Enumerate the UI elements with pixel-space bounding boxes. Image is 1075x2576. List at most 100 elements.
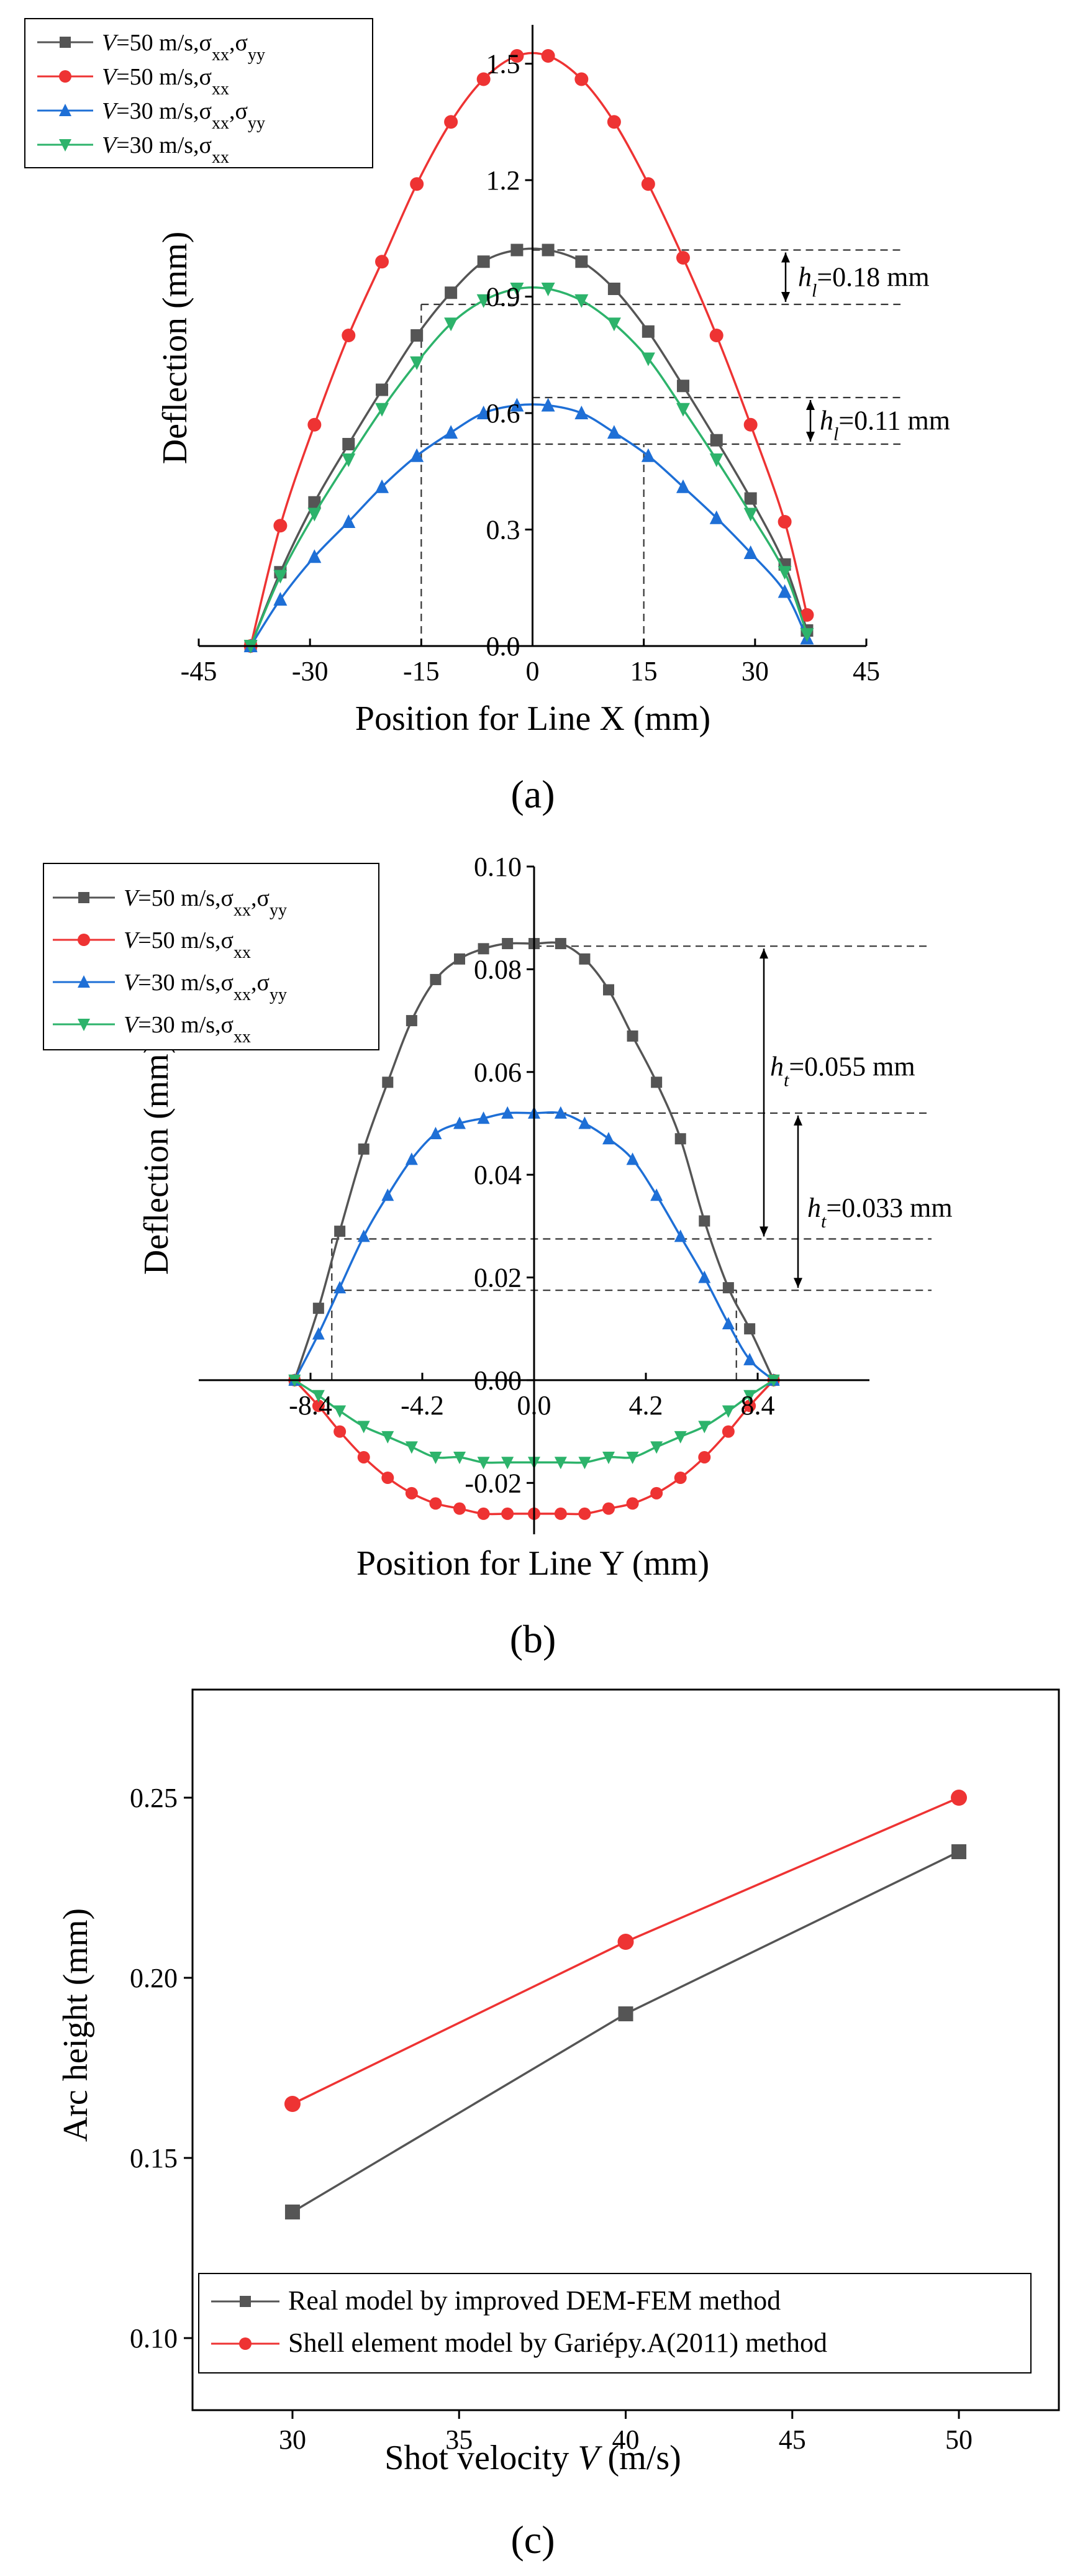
- b-series-point-3: [429, 1451, 442, 1464]
- a-y-axis-label: Deflection (mm): [156, 232, 194, 465]
- b-series-point-1: [357, 1450, 370, 1463]
- a-series-point-1: [273, 519, 288, 533]
- c-axes: 30 35 40 45 50 0.10 0.15 0.20 0.25: [130, 1688, 1060, 2455]
- b-series-point-3: [453, 1451, 466, 1464]
- a-series-point-1: [307, 417, 322, 432]
- a-series-point-3: [476, 294, 491, 308]
- b-series-point-3: [554, 1457, 567, 1470]
- a-series-line-1: [249, 52, 809, 647]
- a-0-legend-marker: [60, 37, 71, 48]
- a-series-point-1: [778, 515, 792, 529]
- c-1-legend-label: Shell element model by Gariépy.A(2011) m…: [288, 2328, 827, 2358]
- a-1-legend-marker: [59, 70, 71, 83]
- b-series-point-1: [602, 1502, 615, 1515]
- c-x-tick-label: 40: [612, 2424, 640, 2455]
- b-series-point-0: [555, 938, 566, 950]
- panel-a: -45 -30 -15 0 15 30 45 0.0 0.3 0.6 0.9 1.2 1.5 Posit…: [24, 18, 950, 816]
- a-series-point-1: [476, 72, 491, 86]
- b-series-point-3: [501, 1457, 514, 1470]
- b-series-point-1: [429, 1497, 442, 1510]
- c-x-tick-label: 45: [779, 2424, 806, 2455]
- b-series-point-0: [744, 1323, 756, 1335]
- b-series-point-0: [358, 1143, 370, 1155]
- b-series-point-1: [333, 1425, 347, 1438]
- b-series-point-1: [501, 1507, 514, 1520]
- a-y-tick-label: 0.0: [486, 631, 520, 662]
- b-series-point-3: [674, 1431, 687, 1444]
- b-series-point-3: [333, 1405, 347, 1418]
- a-series-point-2: [676, 479, 690, 493]
- a-axes: -45 -30 -15 0 15 30 45 0.0 0.3 0.6 0.9 1.2 1.5: [181, 25, 880, 686]
- c-series-point-0: [284, 2205, 300, 2219]
- a-x-tick-label: -30: [292, 656, 329, 686]
- b-series-point-3: [626, 1451, 639, 1464]
- a-series-point-2: [778, 584, 792, 598]
- b-series-point-2: [626, 1152, 639, 1165]
- b-series-point-0: [382, 1076, 394, 1088]
- b-y-tick-label: 0.02: [474, 1263, 522, 1293]
- c-x-tick-label: 30: [279, 2424, 306, 2455]
- b-series-point-2: [429, 1127, 442, 1139]
- a-annotations: hl=0.18 mm hl=0.11 mm: [781, 252, 950, 444]
- a-series-point-0: [308, 496, 321, 509]
- b-series-point-3: [650, 1441, 663, 1454]
- b-x-tick-label: 4.2: [629, 1390, 663, 1421]
- c-series-point-1: [284, 2096, 301, 2112]
- c-y-tick-label: 0.25: [130, 1783, 178, 1813]
- b-series-point-1: [698, 1450, 711, 1463]
- a-series-point-1: [510, 49, 524, 63]
- a-x-tick-label: 30: [742, 656, 769, 686]
- a-x-tick-label: 0: [526, 656, 540, 686]
- b-series-point-1: [405, 1486, 418, 1500]
- b-x-axis-label: Position for Line Y (mm): [356, 1544, 709, 1583]
- a-series-point-2: [342, 514, 356, 528]
- a-arrow-hl-30-head-bottom: [806, 432, 815, 442]
- b-series-point-0: [674, 1133, 686, 1145]
- a-y-tick-label: 1.2: [486, 165, 520, 196]
- c-x-axis-label: Shot velocity V (m/s): [384, 2439, 681, 2477]
- c-x-tick-label: 50: [945, 2424, 973, 2455]
- b-series-point-0: [312, 1303, 324, 1314]
- c-series-point-0: [618, 2006, 633, 2021]
- b-series-point-2: [333, 1281, 347, 1294]
- b-series-point-0: [579, 953, 591, 965]
- c-series-line-0: [292, 1850, 959, 2213]
- a-series-point-3: [273, 570, 288, 584]
- b-series-point-2: [650, 1188, 663, 1201]
- a-series-point-0: [542, 243, 555, 257]
- c-series-point-1: [951, 1790, 968, 1806]
- a-series-point-0: [410, 329, 424, 342]
- a-series-point-0: [710, 434, 723, 447]
- a-series-point-0: [376, 383, 389, 396]
- c-series: [284, 1790, 968, 2219]
- b-legend: V=50 m/s,σxx,σyy V=50 m/s,σxx V=30 m/s,σxx…: [43, 863, 379, 1050]
- b-series-point-2: [501, 1106, 514, 1119]
- a-series-line-0: [249, 247, 809, 647]
- b-series-point-3: [743, 1390, 756, 1403]
- a-series-point-2: [375, 479, 389, 493]
- a-series-point-1: [444, 115, 458, 129]
- b-series-point-2: [698, 1270, 711, 1283]
- b-annot-ht-30: ht=0.033 mm: [807, 1193, 953, 1232]
- a-series-point-0: [477, 255, 490, 268]
- c-0-legend-marker: [240, 2296, 251, 2307]
- b-series-point-3: [405, 1441, 418, 1454]
- b-series-point-1: [722, 1425, 735, 1438]
- panel-a-label: (a): [510, 772, 555, 816]
- b-y-axis-label: Deflection (mm): [137, 1042, 176, 1275]
- panel-c: 30 35 40 45 50 0.10 0.15 0.20 0.25 Shot velocity…: [57, 1688, 1060, 2562]
- a-x-tick-label: 15: [630, 656, 658, 686]
- c-series-point-0: [951, 1844, 967, 1859]
- panel-b: -8.4 -4.2 0.0 4.2 8.4 -0.02 0.00 0.02 0.04 0.06 0.…: [43, 852, 953, 1661]
- c-legend: Real model by improved DEM-FEM method She…: [198, 2273, 1032, 2373]
- c-y-tick-label: 0.20: [130, 1963, 178, 1993]
- b-arrow-ht-50-head-bottom: [760, 1226, 768, 1237]
- b-series-point-3: [357, 1421, 370, 1434]
- b-series-point-2: [357, 1229, 370, 1242]
- b-2-legend-marker: [78, 975, 90, 988]
- a-series-point-1: [410, 177, 424, 191]
- b-series: [288, 938, 780, 1520]
- b-series-point-2: [554, 1106, 567, 1119]
- b-x-tick-label: 0.0: [517, 1390, 551, 1421]
- a-x-tick-label: -45: [181, 656, 217, 686]
